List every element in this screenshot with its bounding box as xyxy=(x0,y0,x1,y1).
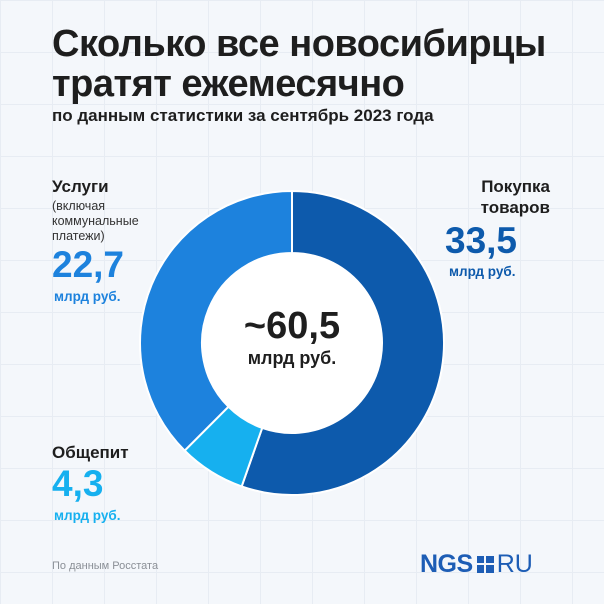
services-note: (включая коммунальные платежи) xyxy=(52,199,139,243)
logo-text-ru: RU xyxy=(496,549,533,578)
services-unit: млрд руб. xyxy=(54,289,121,304)
logo-text-ngs: NGS xyxy=(420,549,473,578)
catering-unit: млрд руб. xyxy=(54,508,121,523)
catering-value: 4,3 xyxy=(52,463,104,504)
services-value: 22,7 xyxy=(52,244,125,285)
goods-unit: млрд руб. xyxy=(449,264,516,279)
goods-label: Покупка товаров xyxy=(480,177,550,217)
source-note: По данным Росстата xyxy=(52,560,159,572)
ngs-logo[interactable]: NGS RU xyxy=(420,550,533,578)
total-value: ~60,5 xyxy=(243,305,341,347)
goods-value: 33,5 xyxy=(445,220,518,261)
donut-slices xyxy=(139,189,445,496)
services-label: Услуги xyxy=(52,177,109,196)
page-title: Сколько все новосибирцы тратят ежемесячн… xyxy=(52,23,546,105)
donut-hole xyxy=(202,253,382,433)
total-unit: млрд руб. xyxy=(247,348,337,368)
catering-label: Общепит xyxy=(52,443,129,462)
page-subtitle: по данным статистики за сентябрь 2023 го… xyxy=(52,106,434,125)
ngs-square-icon xyxy=(476,555,494,573)
